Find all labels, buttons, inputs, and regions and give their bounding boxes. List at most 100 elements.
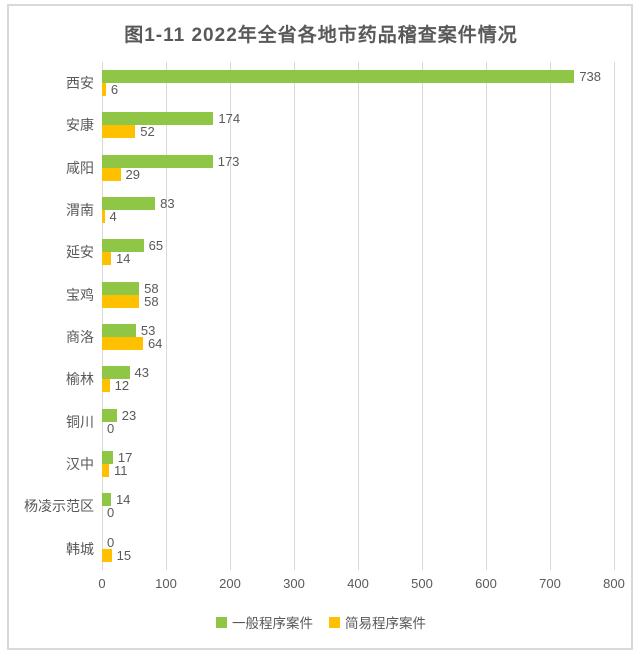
bar-line: 58 [102, 294, 614, 308]
bar-simple-procedure [102, 125, 136, 139]
x-tick-label: 200 [219, 576, 241, 591]
bar-row: 安康 174 52 [8, 104, 614, 146]
bar-row: 商洛 53 64 [8, 316, 614, 358]
x-tick-label: 700 [539, 576, 561, 591]
bar-group: 174 52 [102, 111, 614, 140]
gridlines [102, 62, 615, 570]
bar-simple-procedure [102, 379, 110, 393]
bar-line: 83 [102, 196, 614, 212]
bar-line: 65 [102, 238, 614, 254]
data-label: 738 [579, 69, 602, 85]
legend-swatch-icon [216, 616, 227, 628]
bar-row: 西安 738 6 [8, 62, 614, 104]
data-label: 0 [107, 534, 115, 550]
bar-row: 榆林 43 12 [8, 358, 614, 400]
x-tick-label: 500 [411, 576, 433, 591]
data-label: 174 [218, 111, 241, 127]
category-label: 延安 [66, 244, 94, 261]
bar-group: 58 58 [102, 280, 614, 308]
bar-row: 渭南 83 4 [8, 189, 614, 231]
x-tick-label: 0 [98, 576, 106, 591]
gridline [550, 62, 551, 570]
x-tick-label: 100 [155, 576, 177, 591]
bar-group: 0 15 [102, 536, 614, 562]
legend: 一般程序案件 简易程序案件 [0, 612, 642, 632]
bar-row: 韩城 0 15 [8, 528, 614, 570]
gridline [358, 62, 359, 570]
data-label: 4 [109, 209, 117, 225]
bar-general-procedure [102, 281, 140, 295]
category-label: 安康 [66, 117, 94, 134]
chart-title: 图1-11 2022年全省各地市药品稽查案件情况 [124, 25, 518, 46]
bar-row: 铜川 23 0 [8, 401, 614, 443]
bar-general-procedure [102, 154, 213, 168]
category-label: 汉中 [66, 456, 94, 473]
category-label: 西安 [66, 75, 94, 92]
bar-line: 14 [102, 493, 614, 507]
bar-general-procedure [102, 451, 113, 465]
bar-line: 29 [102, 166, 614, 182]
data-label: 64 [147, 336, 163, 352]
data-label: 83 [160, 196, 175, 212]
bar-group: 53 64 [102, 323, 614, 352]
bar-row: 宝鸡 58 58 [8, 274, 614, 316]
bar-line: 58 [102, 280, 614, 296]
bar-general-procedure [102, 70, 575, 84]
bar-line: 64 [102, 336, 614, 352]
x-tick-label: 300 [283, 576, 305, 591]
bar-group: 173 29 [102, 153, 614, 182]
gridline [422, 62, 423, 570]
data-label: 17 [117, 450, 133, 466]
bar-line: 14 [102, 251, 614, 267]
bar-group: 43 12 [102, 365, 614, 394]
data-label: 173 [217, 153, 240, 169]
bar-simple-procedure [102, 83, 106, 97]
category-label: 咸阳 [66, 159, 94, 176]
bar-line: 0 [102, 536, 614, 549]
data-label: 43 [134, 365, 149, 381]
bar-group: 738 6 [102, 69, 614, 97]
data-label: 52 [140, 124, 155, 140]
data-label: 65 [148, 238, 164, 254]
bar-general-procedure [102, 197, 156, 211]
data-label: 12 [114, 378, 130, 394]
bar-simple-procedure [102, 210, 105, 224]
legend-swatch-icon [329, 616, 340, 628]
category-label: 商洛 [66, 329, 94, 346]
legend-label: 简易程序案件 [345, 616, 426, 631]
bar-line: 0 [102, 506, 614, 519]
x-tick-label: 800 [603, 576, 625, 591]
data-label: 0 [107, 505, 115, 521]
bar-simple-procedure [102, 294, 140, 308]
bar-line: 52 [102, 124, 614, 140]
bar-general-procedure [102, 408, 117, 422]
gridline [230, 62, 231, 570]
rows: 西安 738 6 安康 174 52 咸阳 173 29 渭南 83 4 延安 65 14 宝鸡 58 58 商洛 5… [8, 62, 614, 570]
bar-line: 15 [102, 548, 614, 562]
x-tick-label: 600 [475, 576, 497, 591]
bar-line: 53 [102, 323, 614, 339]
data-label: 14 [115, 251, 131, 267]
legend-item: 简易程序案件 [329, 612, 426, 632]
bar-general-procedure [102, 493, 111, 507]
data-label: 53 [140, 323, 156, 339]
bar-group: 17 11 [102, 450, 614, 479]
category-label: 宝鸡 [66, 286, 94, 303]
bar-line: 173 [102, 153, 614, 169]
bar-line: 12 [102, 378, 614, 394]
bar-row: 咸阳 173 29 [8, 147, 614, 189]
bar-row: 汉中 17 11 [8, 443, 614, 485]
category-label: 韩城 [66, 540, 94, 557]
gridline [166, 62, 167, 570]
data-label: 11 [114, 463, 128, 479]
bar-line: 23 [102, 408, 614, 422]
bar-line: 174 [102, 111, 614, 127]
category-label: 杨凌示范区 [24, 498, 94, 515]
category-label: 铜川 [66, 413, 94, 430]
bar-general-procedure [102, 324, 136, 338]
bar-line: 11 [102, 463, 614, 479]
bar-general-procedure [102, 112, 214, 126]
data-label: 29 [125, 166, 141, 182]
data-label: 58 [144, 280, 159, 296]
bar-line: 4 [102, 209, 614, 225]
